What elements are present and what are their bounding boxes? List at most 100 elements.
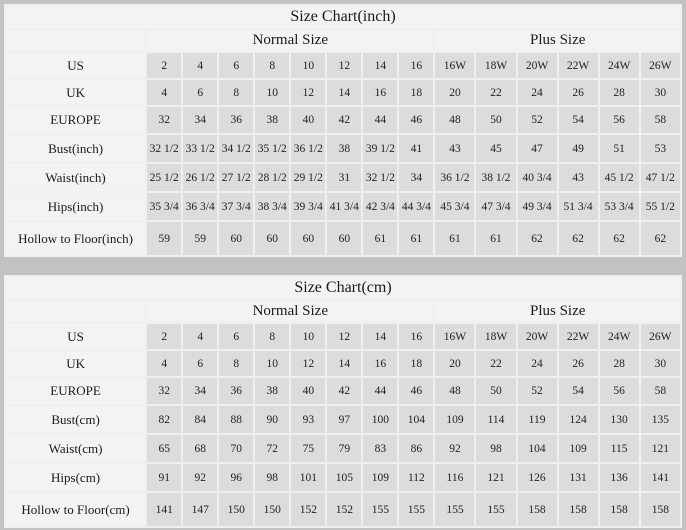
corner-cell (6, 301, 146, 322)
size-value-cell: 51 3/4 (558, 193, 598, 220)
size-value-cell: 8 (255, 324, 290, 349)
table-row: Waist(cm) 65 68 70 72 75 79 83 86 92 98 104 109 115 12… (6, 435, 680, 462)
size-value-cell: 39 1/2 (363, 135, 398, 162)
size-value-cell: 14 (363, 53, 398, 78)
size-value-cell: 32 (147, 107, 182, 133)
row-label: Hollow to Floor(cm) (6, 493, 146, 526)
row-label: Bust(cm) (6, 406, 146, 433)
size-value-cell: 8 (255, 53, 290, 78)
row-label: US (6, 324, 146, 349)
size-value-cell: 38 3/4 (255, 193, 290, 220)
table-row: Hips(cm) 91 92 96 98 101 105 109 112 116 121 126 131… (6, 464, 680, 491)
chart-title-cm: Size Chart(cm) (6, 277, 680, 299)
size-value-cell: 26 (558, 351, 598, 376)
size-value-cell: 16 (399, 53, 434, 78)
size-value-cell: 36 3/4 (183, 193, 218, 220)
size-value-cell: 90 (255, 406, 290, 433)
size-value-cell: 41 (399, 135, 434, 162)
size-value-cell: 16W (435, 53, 475, 78)
size-value-cell: 126 (517, 464, 557, 491)
size-value-cell: 22 (476, 80, 516, 105)
size-value-cell: 4 (147, 351, 182, 376)
size-value-cell: 36 1/2 (291, 135, 326, 162)
size-chart-cm-table: Size Chart(cm) Normal Size Plus Size US 2… (4, 275, 682, 528)
size-value-cell: 46 (399, 107, 434, 133)
size-value-cell: 34 (183, 378, 218, 404)
size-value-cell: 38 (327, 135, 362, 162)
size-value-cell: 4 (183, 324, 218, 349)
size-value-cell: 79 (327, 435, 362, 462)
size-value-cell: 52 (517, 378, 557, 404)
row-label: UK (6, 351, 146, 376)
size-value-cell: 141 (640, 464, 680, 491)
normal-size-header: Normal Size (147, 30, 434, 51)
table-row: EUROPE 32 34 36 38 40 42 44 46 48 50 52 54 56 58 (6, 378, 680, 404)
table-row: US 2 4 6 8 10 12 14 16 16W 18W 20W 22W 24W 26W (6, 324, 680, 349)
size-value-cell: 136 (599, 464, 639, 491)
size-value-cell: 101 (291, 464, 326, 491)
size-value-cell: 150 (255, 493, 290, 526)
size-value-cell: 10 (291, 324, 326, 349)
plus-size-header: Plus Size (435, 301, 680, 322)
size-value-cell: 42 (327, 107, 362, 133)
corner-cell (6, 30, 146, 51)
size-value-cell: 131 (558, 464, 598, 491)
size-value-cell: 60 (255, 222, 290, 255)
size-value-cell: 155 (476, 493, 516, 526)
size-value-cell: 20 (435, 351, 475, 376)
size-value-cell: 141 (147, 493, 182, 526)
size-value-cell: 29 1/2 (291, 164, 326, 191)
size-value-cell: 44 (363, 107, 398, 133)
size-value-cell: 12 (327, 53, 362, 78)
row-label: Bust(inch) (6, 135, 146, 162)
size-value-cell: 18W (476, 324, 516, 349)
size-value-cell: 10 (255, 351, 290, 376)
size-value-cell: 4 (147, 80, 182, 105)
size-value-cell: 47 3/4 (476, 193, 516, 220)
size-value-cell: 32 1/2 (363, 164, 398, 191)
size-value-cell: 22 (476, 351, 516, 376)
size-value-cell: 33 1/2 (183, 135, 218, 162)
size-value-cell: 152 (291, 493, 326, 526)
size-value-cell: 16 (399, 324, 434, 349)
size-value-cell: 56 (599, 107, 639, 133)
size-value-cell: 36 1/2 (435, 164, 475, 191)
size-value-cell: 2 (147, 53, 182, 78)
size-value-cell: 112 (399, 464, 434, 491)
size-value-cell: 32 (147, 378, 182, 404)
size-value-cell: 124 (558, 406, 598, 433)
size-value-cell: 35 1/2 (255, 135, 290, 162)
size-value-cell: 84 (183, 406, 218, 433)
table-row: EUROPE 32 34 36 38 40 42 44 46 48 50 52 54 56 58 (6, 107, 680, 133)
size-value-cell: 62 (517, 222, 557, 255)
size-value-cell: 60 (291, 222, 326, 255)
size-value-cell: 26 (558, 80, 598, 105)
table-row: US 2 4 6 8 10 12 14 16 16W 18W 20W 22W 24W 26W (6, 53, 680, 78)
size-value-cell: 55 1/2 (640, 193, 680, 220)
size-value-cell: 10 (255, 80, 290, 105)
size-value-cell: 24 (517, 351, 557, 376)
size-value-cell: 158 (640, 493, 680, 526)
row-label: EUROPE (6, 107, 146, 133)
size-value-cell: 31 (327, 164, 362, 191)
row-label: Hollow to Floor(inch) (6, 222, 146, 255)
size-value-cell: 2 (147, 324, 182, 349)
size-value-cell: 114 (476, 406, 516, 433)
size-value-cell: 43 (435, 135, 475, 162)
chart-title-inch: Size Chart(inch) (6, 6, 680, 28)
table-row: Waist(inch) 25 1/2 26 1/2 27 1/2 28 1/2 29 1/… (6, 164, 680, 191)
size-value-cell: 130 (599, 406, 639, 433)
size-value-cell: 121 (640, 435, 680, 462)
size-value-cell: 147 (183, 493, 218, 526)
size-value-cell: 44 (363, 378, 398, 404)
size-value-cell: 28 (599, 351, 639, 376)
table-row: Hollow to Floor(cm) 141 147 150 150 152 152 155… (6, 493, 680, 526)
size-value-cell: 24W (599, 53, 639, 78)
size-value-cell: 98 (476, 435, 516, 462)
size-value-cell: 60 (327, 222, 362, 255)
size-chart-cm-body: US 2 4 6 8 10 12 14 16 16W 18W 20W 22W 24W 26W UK 4 6 8 10 1… (6, 324, 680, 526)
size-value-cell: 155 (399, 493, 434, 526)
size-chart-inch-body: US 2 4 6 8 10 12 14 16 16W 18W 20W 22W 24W 26W UK 4 6 8 10 1… (6, 53, 680, 255)
size-value-cell: 158 (517, 493, 557, 526)
size-value-cell: 18W (476, 53, 516, 78)
